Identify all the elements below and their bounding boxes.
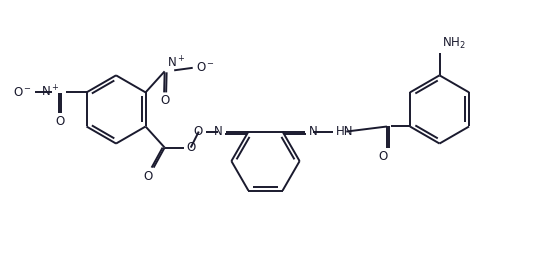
Text: O: O (144, 170, 153, 183)
Text: O: O (56, 116, 65, 129)
Text: N$^+$: N$^+$ (41, 85, 59, 100)
Text: N$^+$: N$^+$ (167, 56, 185, 71)
Text: O: O (160, 94, 170, 107)
Text: O$^-$: O$^-$ (196, 61, 215, 74)
Text: NH$_2$: NH$_2$ (441, 36, 465, 51)
Text: N: N (214, 125, 222, 138)
Text: O: O (378, 150, 388, 163)
Text: N: N (309, 125, 317, 138)
Text: HN: HN (336, 125, 353, 138)
Text: O: O (186, 141, 196, 154)
Text: O: O (193, 125, 203, 138)
Text: O$^-$: O$^-$ (13, 86, 32, 99)
